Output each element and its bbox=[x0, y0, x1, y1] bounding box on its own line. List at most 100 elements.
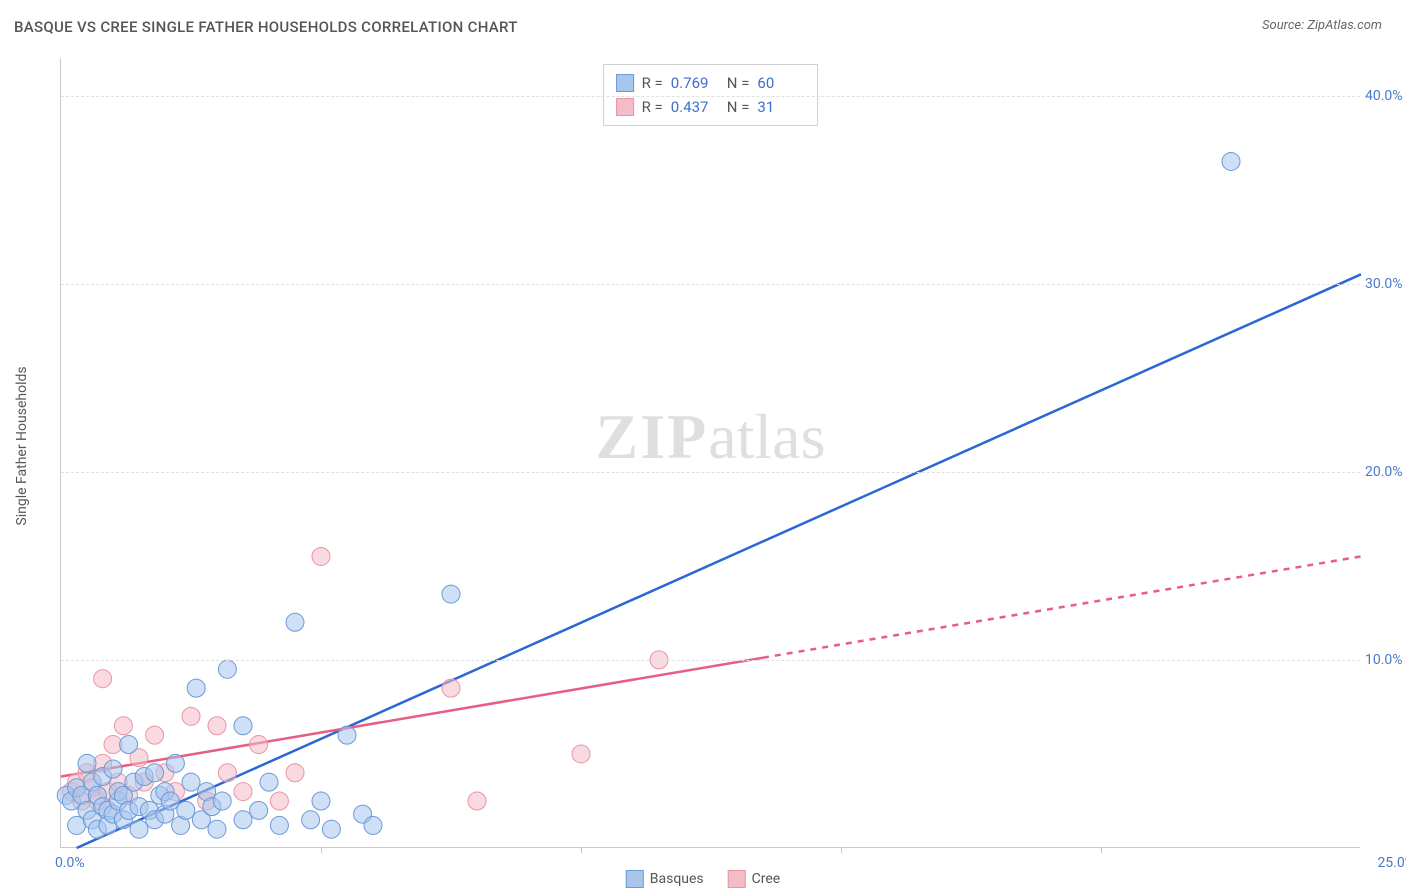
x-origin-label: 0.0% bbox=[55, 855, 85, 871]
data-point bbox=[125, 773, 143, 791]
data-point bbox=[208, 820, 226, 838]
data-point bbox=[99, 816, 117, 834]
data-point bbox=[88, 792, 106, 810]
data-point bbox=[208, 717, 226, 735]
data-point bbox=[156, 764, 174, 782]
data-point bbox=[234, 717, 252, 735]
data-point bbox=[302, 811, 320, 829]
x-tick bbox=[581, 847, 582, 853]
legend-item: Cree bbox=[728, 870, 781, 888]
n-label: N = bbox=[727, 71, 750, 95]
data-point bbox=[338, 726, 356, 744]
data-point bbox=[130, 798, 148, 816]
trend-line bbox=[763, 556, 1361, 657]
r-label: R = bbox=[642, 95, 663, 119]
data-point bbox=[83, 811, 101, 829]
data-point bbox=[146, 726, 164, 744]
legend-swatch bbox=[728, 870, 746, 888]
data-point bbox=[468, 792, 486, 810]
data-point bbox=[104, 736, 122, 754]
data-point bbox=[260, 773, 278, 791]
data-point bbox=[161, 792, 179, 810]
data-point bbox=[218, 764, 236, 782]
data-point bbox=[62, 783, 80, 801]
data-point bbox=[104, 805, 122, 823]
data-point bbox=[270, 816, 288, 834]
data-point bbox=[88, 786, 106, 804]
data-point bbox=[156, 805, 174, 823]
n-value: 60 bbox=[757, 71, 805, 95]
legend-swatch bbox=[616, 74, 634, 92]
data-point bbox=[218, 660, 236, 678]
data-point bbox=[198, 783, 216, 801]
chart-title: BASQUE VS CREE SINGLE FATHER HOUSEHOLDS … bbox=[14, 18, 518, 36]
data-point bbox=[182, 773, 200, 791]
data-point bbox=[250, 736, 268, 754]
data-point bbox=[99, 801, 117, 819]
data-point bbox=[364, 816, 382, 834]
data-point bbox=[114, 786, 132, 804]
legend-item: Basques bbox=[626, 870, 704, 888]
data-point bbox=[83, 779, 101, 797]
plot-area: ZIPatlas R =0.769N =60R =0.437N = 31 0.0… bbox=[60, 58, 1360, 848]
r-label: R = bbox=[642, 71, 663, 95]
data-point bbox=[57, 786, 75, 804]
data-point bbox=[442, 679, 460, 697]
points-layer bbox=[61, 58, 1360, 847]
data-point bbox=[109, 773, 127, 791]
legend-stats-row: R =0.769N =60 bbox=[616, 71, 806, 95]
data-point bbox=[135, 768, 153, 786]
data-point bbox=[151, 786, 169, 804]
data-point bbox=[99, 783, 117, 801]
data-point bbox=[83, 773, 101, 791]
watermark: ZIPatlas bbox=[596, 400, 826, 474]
legend-stats-row: R = 0.437 N = 31 bbox=[616, 95, 806, 119]
y-tick-label: 10.0% bbox=[1365, 652, 1406, 668]
data-point bbox=[234, 811, 252, 829]
data-point bbox=[62, 792, 80, 810]
gridline bbox=[61, 284, 1360, 285]
n-value: 31 bbox=[757, 95, 805, 119]
data-point bbox=[94, 768, 112, 786]
data-point bbox=[182, 707, 200, 725]
data-point bbox=[78, 754, 96, 772]
data-point bbox=[187, 679, 205, 697]
y-tick-label: 20.0% bbox=[1365, 464, 1406, 480]
data-point bbox=[166, 754, 184, 772]
data-point bbox=[354, 805, 372, 823]
legend-label: Basques bbox=[650, 871, 704, 887]
gridline bbox=[61, 96, 1360, 97]
data-point bbox=[78, 801, 96, 819]
n-label: N = bbox=[727, 95, 750, 119]
data-point bbox=[1222, 152, 1240, 170]
data-point bbox=[213, 792, 231, 810]
legend-swatch bbox=[626, 870, 644, 888]
data-point bbox=[250, 801, 268, 819]
data-point bbox=[68, 779, 86, 797]
r-value: 0.437 bbox=[671, 95, 719, 119]
data-point bbox=[172, 816, 190, 834]
data-point bbox=[286, 613, 304, 631]
data-point bbox=[146, 764, 164, 782]
data-point bbox=[146, 811, 164, 829]
data-point bbox=[177, 801, 195, 819]
data-point bbox=[442, 585, 460, 603]
data-point bbox=[203, 798, 221, 816]
data-point bbox=[78, 764, 96, 782]
y-tick-label: 30.0% bbox=[1365, 276, 1406, 292]
data-point bbox=[166, 783, 184, 801]
data-point bbox=[130, 820, 148, 838]
y-tick-label: 40.0% bbox=[1365, 88, 1406, 104]
data-point bbox=[322, 820, 340, 838]
data-point bbox=[286, 764, 304, 782]
data-point bbox=[130, 749, 148, 767]
data-point bbox=[68, 773, 86, 791]
data-point bbox=[156, 783, 174, 801]
data-point bbox=[109, 792, 127, 810]
trend-line bbox=[77, 274, 1361, 848]
data-point bbox=[270, 792, 288, 810]
data-point bbox=[120, 801, 138, 819]
bottom-legend: Basques Cree bbox=[626, 870, 780, 888]
source-attribution: Source: ZipAtlas.com bbox=[1262, 18, 1382, 33]
gridline bbox=[61, 660, 1360, 661]
